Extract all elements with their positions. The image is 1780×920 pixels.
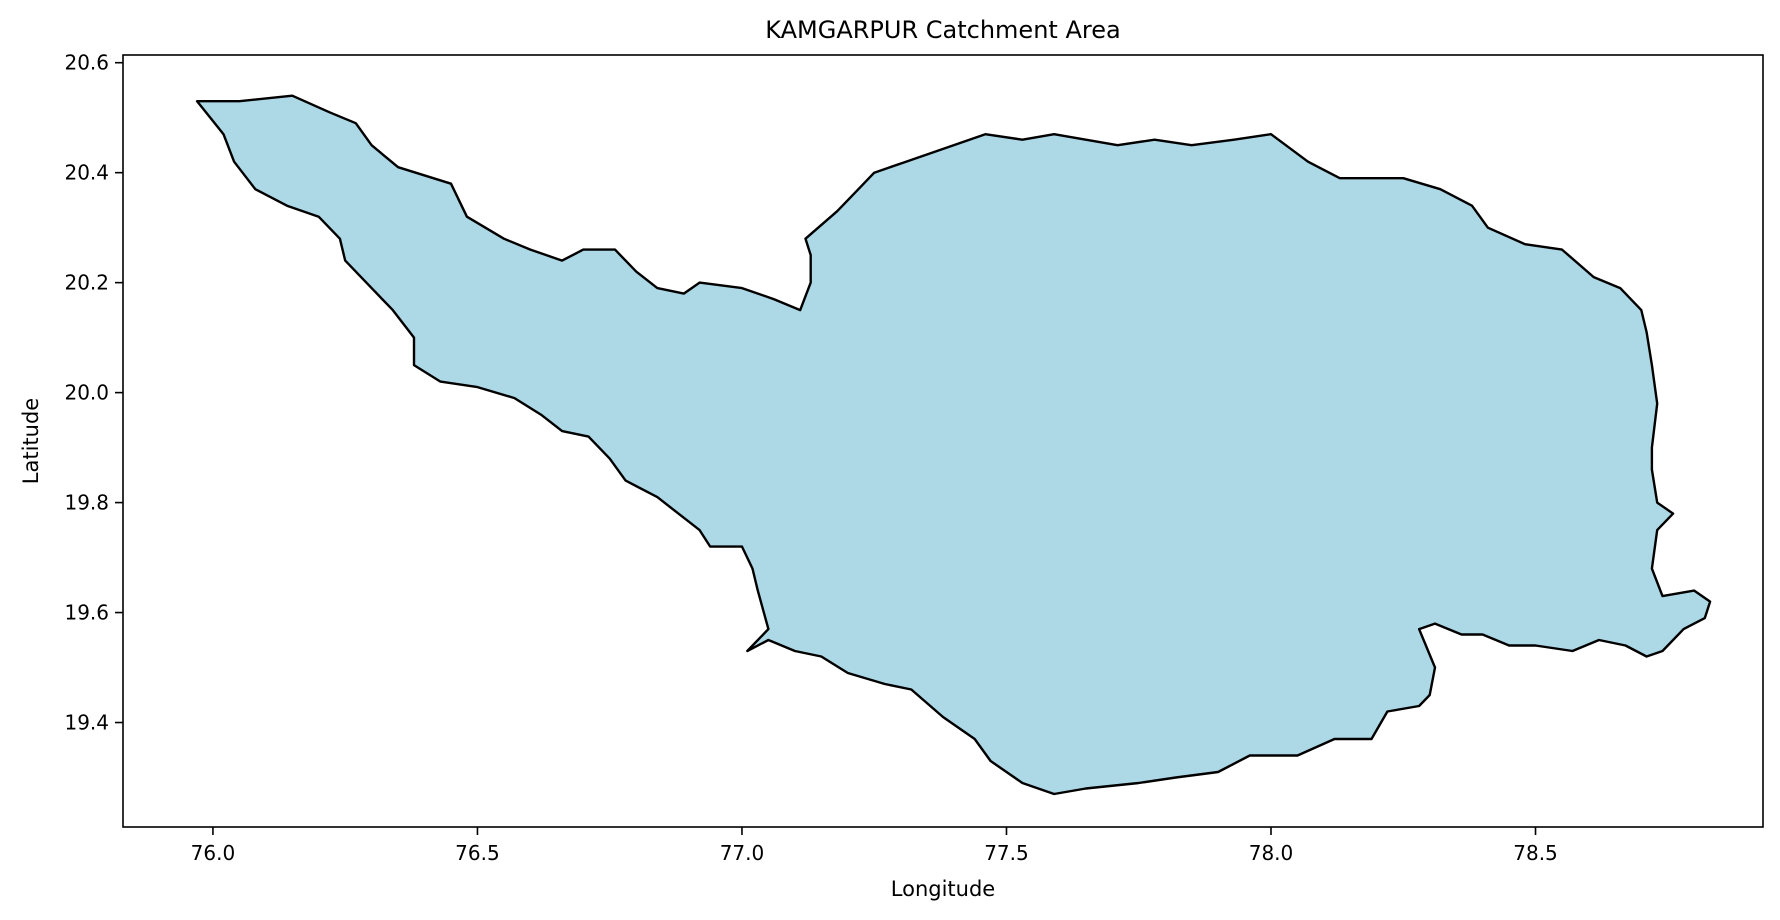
x-tick-label: 77.5 <box>984 841 1029 865</box>
y-axis-label: Latitude <box>19 398 43 484</box>
y-tick-label: 20.4 <box>64 161 109 185</box>
y-tick-label: 19.6 <box>64 601 109 625</box>
y-tick-label: 19.4 <box>64 711 109 735</box>
y-tick-label: 19.8 <box>64 491 109 515</box>
plot-frame <box>122 54 1764 828</box>
x-tick-label: 78.0 <box>1249 841 1294 865</box>
x-tick-label: 78.5 <box>1513 841 1558 865</box>
y-axis-ticks: 19.4 19.6 19.8 20.0 20.2 20.4 20.6 <box>64 51 123 735</box>
y-tick-label: 20.0 <box>64 381 109 405</box>
x-axis-label: Longitude <box>891 877 995 901</box>
chart-title: KAMGARPUR Catchment Area <box>765 16 1120 44</box>
y-tick-label: 20.6 <box>64 51 109 75</box>
plot-area <box>195 94 1712 796</box>
x-tick-label: 76.5 <box>455 841 500 865</box>
x-axis-ticks: 76.0 76.5 77.0 77.5 78.0 78.5 <box>191 827 1558 865</box>
y-tick-label: 20.2 <box>64 271 109 295</box>
x-tick-label: 77.0 <box>720 841 765 865</box>
catchment-polygon <box>195 94 1712 796</box>
x-tick-label: 76.0 <box>191 841 236 865</box>
